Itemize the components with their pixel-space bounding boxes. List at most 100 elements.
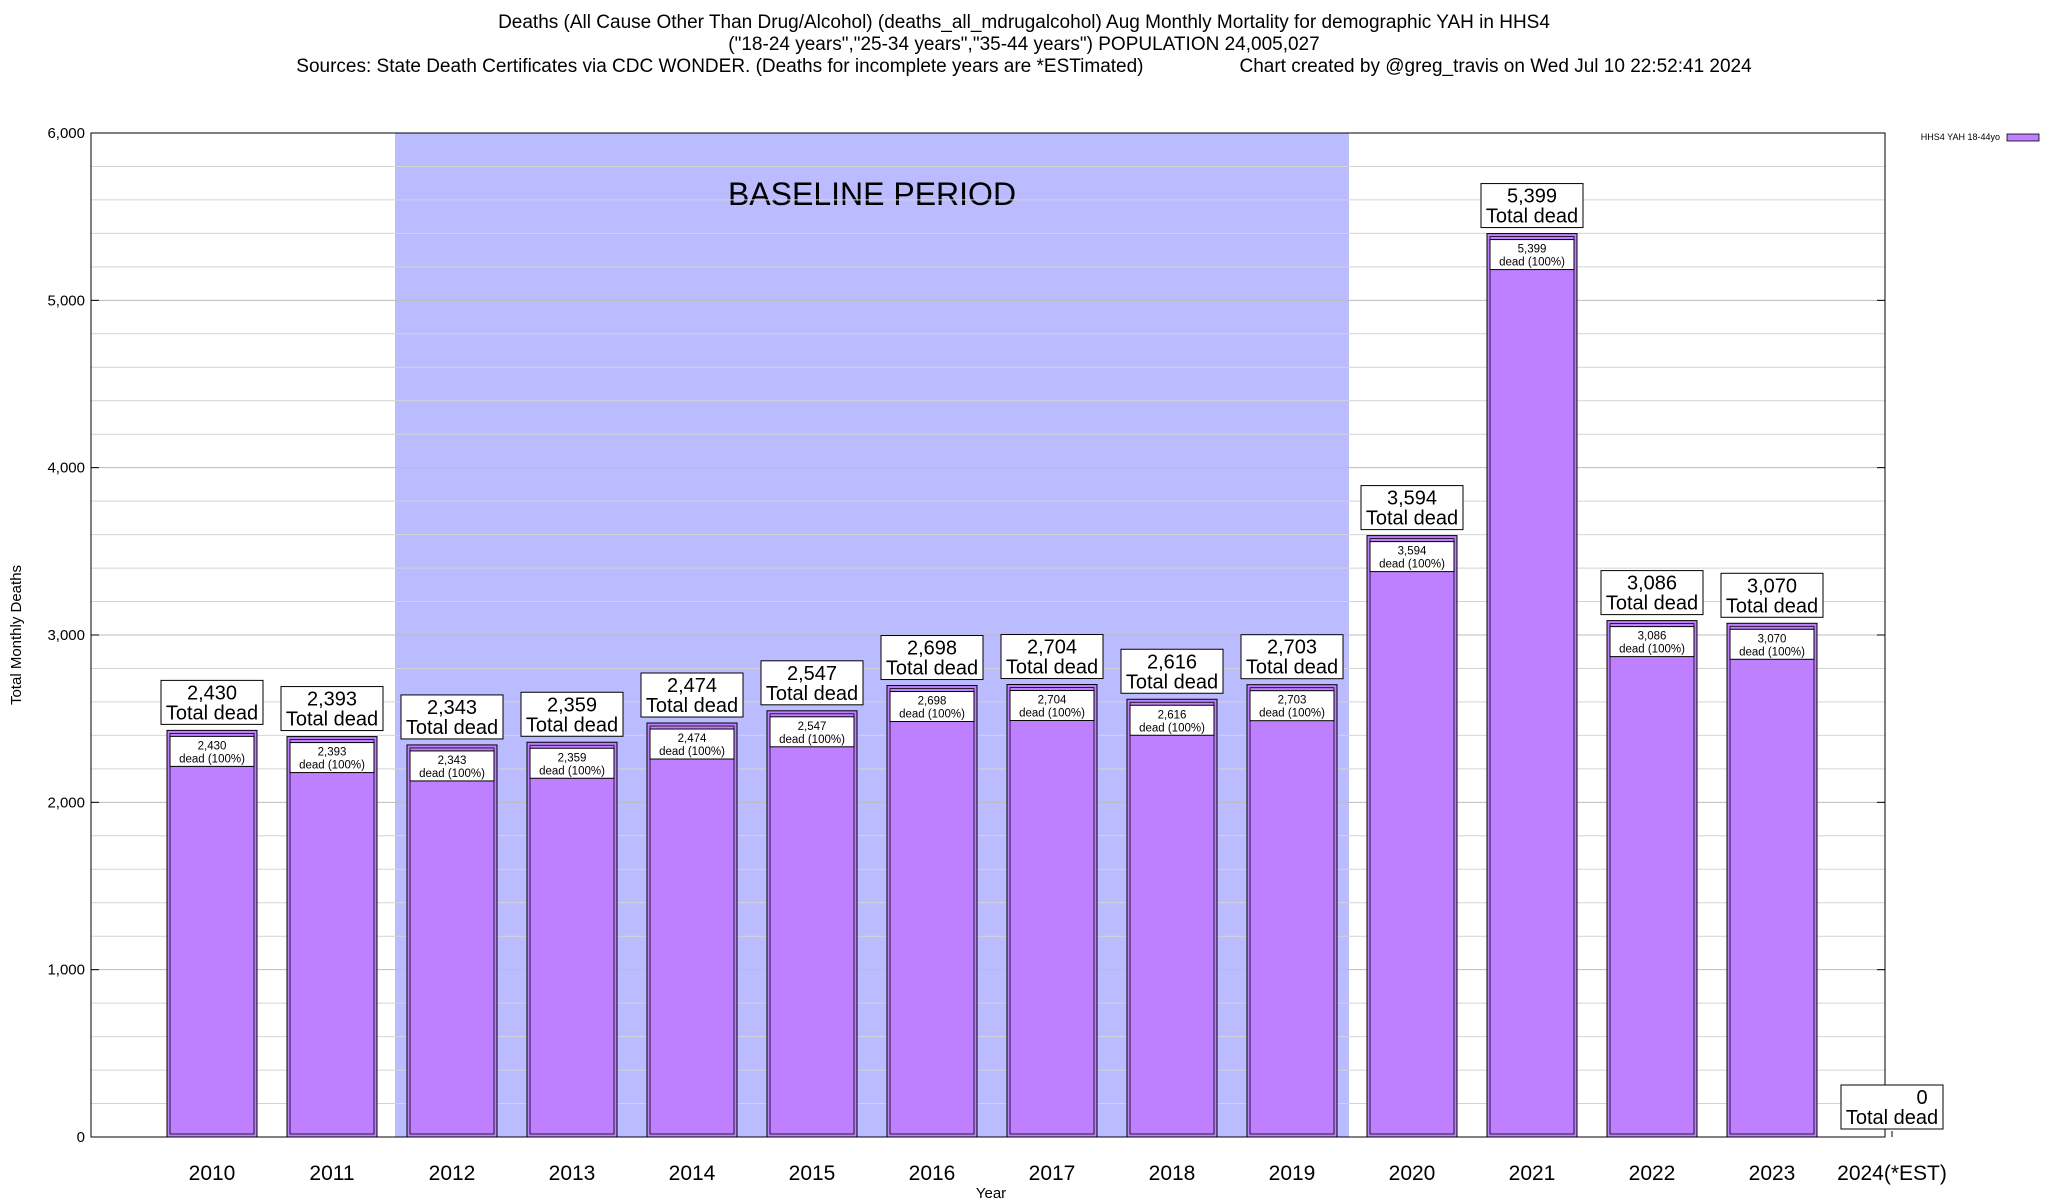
inner-label-percent: dead (100%) [1739,646,1805,658]
inner-label-box [1609,626,1695,658]
chart-sources: Sources: State Death Certificates via CD… [296,56,1144,77]
total-label-box [1360,485,1464,531]
baseline-period-label: BASELINE PERIOD [728,176,1016,212]
chart-title-line3: Sources: State Death Certificates via CD… [0,56,2048,78]
total-label-value: 2,359 [547,694,597,716]
inner-label-percent: dead (100%) [1619,644,1685,656]
total-label-box [1600,570,1704,616]
bar [1126,698,1218,1138]
x-tick-label: 2014 [669,1162,716,1185]
x-tick-label: 2011 [309,1162,354,1185]
inner-label-box [769,716,855,748]
inner-label-box [289,742,375,774]
total-label-text: Total dead [1006,657,1098,679]
bar [1366,535,1458,1138]
x-tick-label: 2023 [1749,1162,1796,1185]
bar-inner-outline [649,725,735,1135]
total-label-text: Total dead [1366,508,1458,530]
x-tick-label: 2016 [909,1162,956,1185]
total-label-text: Total dead [1126,671,1218,693]
y-tick-label: 4,000 [47,460,85,477]
inner-label-percent: dead (100%) [1379,559,1445,571]
bar [286,736,378,1138]
inner-label-percent: dead (100%) [179,753,245,765]
inner-label-value: 2,616 [1158,709,1187,721]
inner-label-percent: dead (100%) [539,765,605,777]
bar-inner-outline [1129,701,1215,1135]
inner-label-value: 2,474 [678,733,707,745]
inner-label-percent: dead (100%) [299,760,365,772]
total-label-box [1240,634,1344,680]
inner-label-value: 3,594 [1398,546,1427,558]
x-tick-label: 2010 [189,1162,236,1185]
y-tick-label: 5,000 [47,292,85,309]
bar-inner-outline [1249,687,1335,1135]
total-label-text: Total dead [1846,1107,1938,1129]
bar-inner-outline [529,744,615,1135]
bar [1246,684,1338,1138]
bar [166,729,258,1138]
inner-label-box [409,750,495,782]
inner-label-value: 3,070 [1758,633,1787,645]
inner-label-box [1249,690,1335,722]
legend-swatch [2006,133,2040,142]
total-label-box [1840,1084,1944,1130]
total-label-text: Total dead [1726,595,1818,617]
total-label-value: 2,393 [307,689,357,711]
total-label-value: 3,594 [1387,488,1437,510]
inner-label-percent: dead (100%) [1019,708,1085,720]
total-label-text: Total dead [1246,657,1338,679]
bar-inner-outline [1609,623,1695,1135]
inner-label-percent: dead (100%) [1499,257,1565,269]
x-tick-label: 2019 [1269,1162,1316,1185]
x-tick-label: 2017 [1029,1162,1076,1185]
total-label-text: Total dead [166,702,258,724]
chart-credit: Chart created by @greg_travis on Wed Jul… [1239,56,1752,77]
inner-label-box [529,747,615,779]
bar-inner-outline [769,713,855,1135]
total-label-box [400,694,504,740]
total-label-text: Total dead [406,717,498,739]
inner-label-percent: dead (100%) [1139,722,1205,734]
x-tick-label: 2013 [549,1162,596,1185]
inner-label-box [1729,628,1815,660]
x-tick-label: 2021 [1509,1162,1556,1185]
x-tick-label: 2012 [429,1162,476,1185]
bar-inner-outline [1009,687,1095,1135]
total-label-value: 2,698 [907,638,957,660]
inner-label-percent: dead (100%) [779,734,845,746]
x-axis-label: Year [976,1185,1006,1200]
inner-label-value: 2,704 [1038,695,1067,707]
total-label-box [760,660,864,706]
total-label-value: 0 [1916,1087,1927,1109]
total-label-value: 5,399 [1507,186,1557,208]
inner-label-value: 2,393 [318,747,347,759]
bar-inner-outline [1489,236,1575,1135]
inner-label-percent: dead (100%) [419,768,485,780]
inner-label-box [1009,690,1095,722]
total-label-value: 2,616 [1147,651,1197,673]
bar-inner-outline [289,739,375,1135]
inner-label-value: 2,547 [798,721,827,733]
y-tick-label: 2,000 [47,794,85,811]
total-label-text: Total dead [286,709,378,731]
inner-label-value: 2,703 [1278,695,1307,707]
bar [1726,622,1818,1138]
bar [646,722,738,1138]
total-label-text: Total dead [886,658,978,680]
total-label-value: 2,343 [427,697,477,719]
total-label-box [1480,183,1584,229]
inner-label-box [1489,239,1575,271]
bar [406,744,498,1138]
inner-label-percent: dead (100%) [659,746,725,758]
inner-label-value: 2,359 [558,752,587,764]
y-tick-label: 6,000 [47,125,85,142]
total-label-box [1120,648,1224,694]
total-label-text: Total dead [526,714,618,736]
inner-label-box [889,691,975,723]
total-label-text: Total dead [646,695,738,717]
inner-label-box [169,735,255,767]
y-axis-label: Total Monthly Deaths [8,565,25,705]
total-label-text: Total dead [1606,593,1698,615]
